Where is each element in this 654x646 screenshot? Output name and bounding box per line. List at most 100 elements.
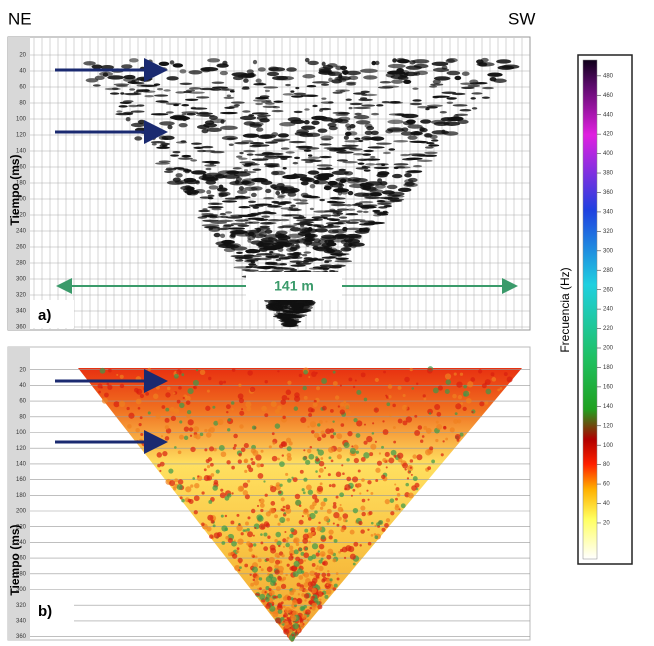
wiggle	[379, 181, 388, 186]
speckle	[315, 371, 318, 375]
speckle	[327, 570, 330, 573]
wiggle	[242, 181, 255, 186]
wiggle	[134, 136, 143, 141]
y-tick-label: 160	[16, 477, 27, 483]
speckle	[281, 394, 288, 401]
wiggle	[317, 128, 328, 133]
speckle	[250, 508, 256, 514]
speckle	[298, 504, 302, 507]
wiggle	[191, 170, 207, 175]
wiggle	[320, 117, 334, 122]
speckle	[185, 400, 191, 405]
wiggle	[263, 163, 280, 166]
speckle	[317, 604, 323, 610]
speckle	[166, 386, 171, 391]
y-tick-label: 160	[16, 165, 27, 171]
speckle	[176, 399, 181, 404]
speckle	[316, 485, 324, 492]
speckle	[440, 453, 444, 457]
speckle	[287, 380, 292, 385]
speckle	[363, 452, 370, 459]
speckle	[321, 378, 328, 384]
speckle	[277, 555, 280, 559]
speckle	[209, 446, 215, 452]
speckle	[257, 558, 262, 563]
wiggle	[306, 94, 319, 98]
wiggle	[188, 91, 205, 94]
speckle	[199, 369, 206, 376]
speckle	[259, 593, 266, 600]
speckle	[217, 418, 224, 426]
wiggle	[489, 76, 497, 82]
wiggle	[407, 177, 418, 183]
wiggle	[271, 109, 284, 113]
wiggle	[213, 232, 221, 238]
speckle	[347, 431, 353, 437]
wiggle	[202, 173, 207, 178]
speckle	[242, 490, 249, 496]
wiggle	[232, 167, 242, 170]
speckle	[452, 393, 457, 399]
speckle	[236, 513, 240, 517]
wiggle	[319, 155, 332, 159]
speckle	[330, 434, 335, 439]
speckle	[193, 426, 200, 433]
wiggle	[307, 154, 313, 157]
wiggle	[337, 220, 351, 223]
speckle	[286, 456, 292, 462]
speckle	[278, 570, 284, 575]
speckle	[310, 527, 316, 533]
speckle	[311, 531, 315, 535]
speckle	[285, 504, 291, 510]
y-tick-label: 200	[16, 197, 27, 203]
wiggle	[130, 110, 145, 113]
wiggle	[471, 92, 483, 95]
speckle	[371, 432, 375, 435]
wiggle	[247, 231, 255, 237]
speckle	[272, 611, 279, 618]
speckle	[116, 373, 119, 376]
speckle	[312, 494, 318, 500]
speckle	[290, 527, 295, 533]
wiggle	[345, 81, 357, 85]
colorbar-tick-label: 40	[603, 501, 610, 507]
speckle	[253, 579, 260, 586]
speckle	[286, 517, 290, 522]
wiggle	[202, 219, 219, 222]
wiggle	[290, 90, 295, 93]
wiggle	[246, 69, 254, 74]
speckle	[230, 520, 235, 525]
speckle	[460, 402, 464, 406]
wiggle	[329, 218, 340, 222]
speckle	[360, 372, 366, 378]
wiggle	[303, 120, 310, 125]
speckle	[319, 598, 322, 601]
wiggle	[371, 60, 377, 66]
speckle	[277, 576, 282, 581]
speckle	[491, 377, 497, 382]
speckle	[275, 617, 281, 624]
speckle	[361, 478, 365, 482]
speckle	[337, 405, 340, 408]
speckle	[251, 566, 258, 573]
wiggle	[355, 120, 371, 125]
speckle	[185, 413, 191, 418]
wiggle	[409, 60, 416, 65]
speckle	[164, 417, 170, 423]
speckle	[332, 587, 337, 591]
speckle	[253, 543, 257, 547]
speckle	[389, 498, 395, 503]
speckle	[300, 416, 307, 424]
speckle	[277, 522, 281, 526]
speckle	[337, 506, 344, 513]
wiggle	[92, 84, 101, 87]
wiggle	[236, 189, 248, 194]
speckle	[99, 367, 106, 374]
wiggle	[295, 202, 309, 205]
speckle	[246, 406, 252, 412]
wiggle	[248, 259, 259, 262]
speckle	[210, 473, 215, 477]
colorbar-title: Frecuencia (Hz)	[558, 267, 572, 352]
speckle	[284, 606, 291, 614]
wiggle	[254, 227, 271, 230]
